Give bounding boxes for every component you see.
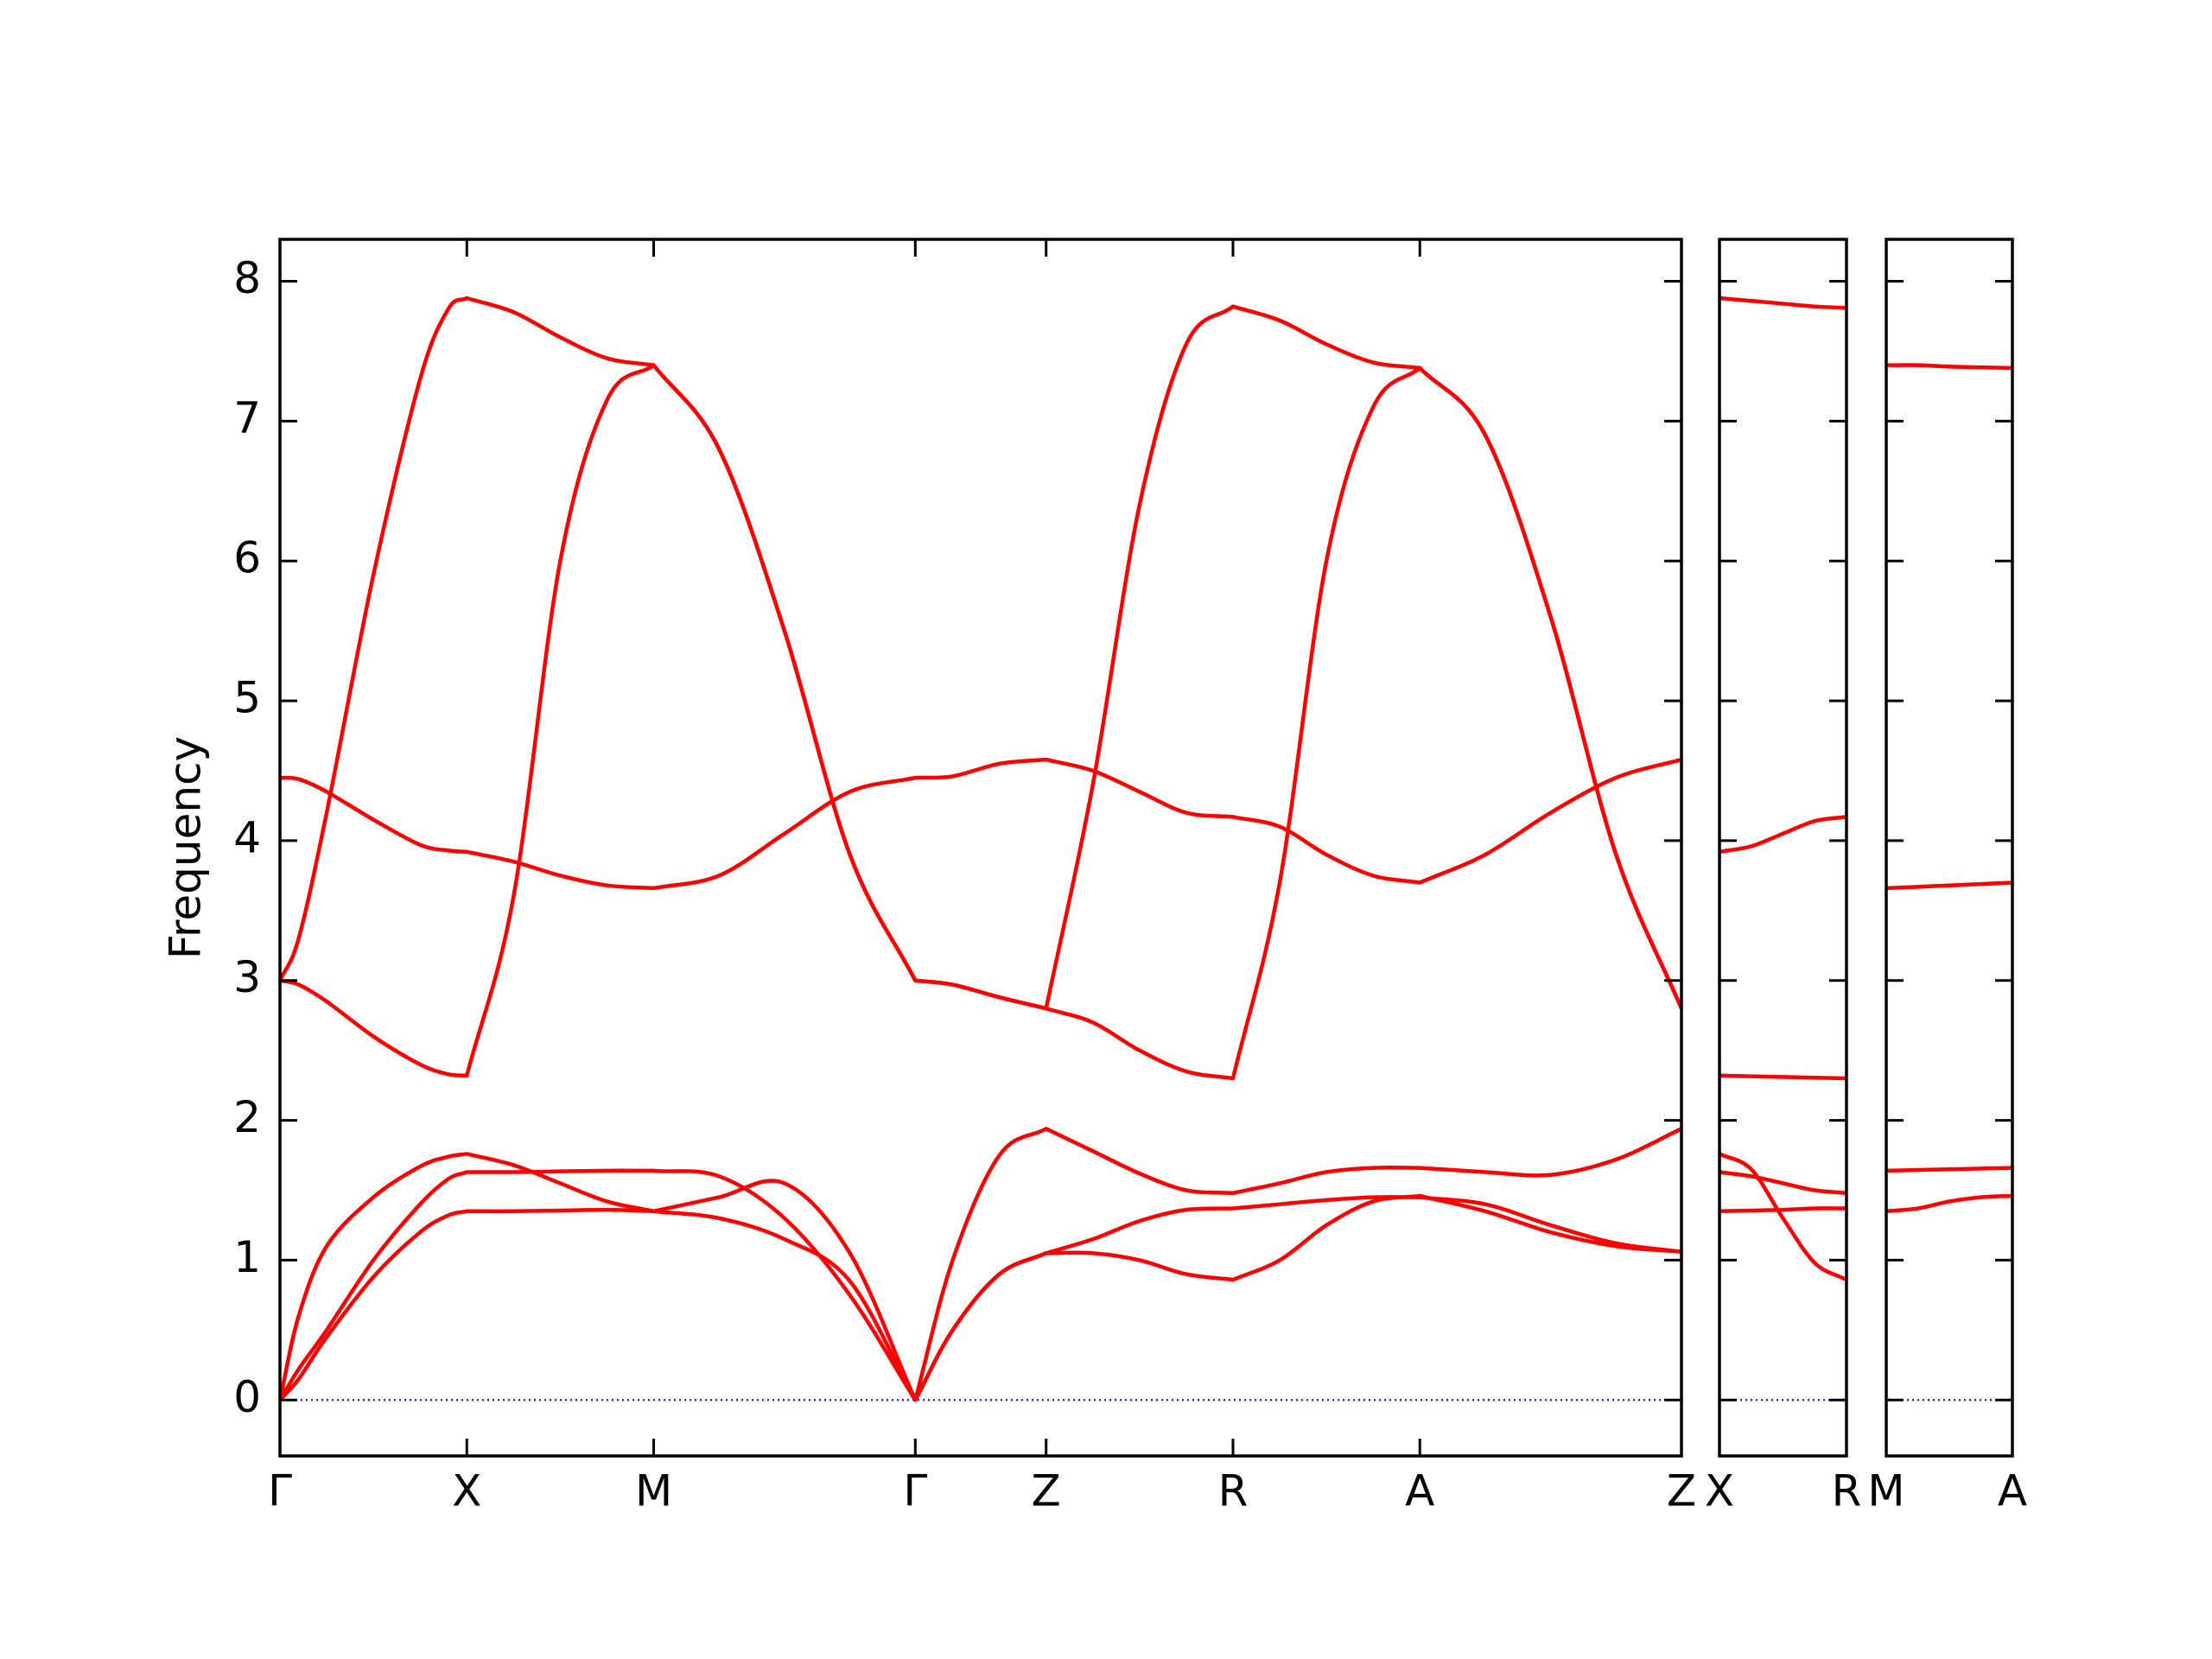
y-tick-label: 4 — [233, 812, 261, 862]
band-line — [1885, 1166, 2013, 1173]
band-line — [277, 1127, 1682, 1402]
y-tick-label: 3 — [233, 952, 261, 1002]
plot-frame — [1718, 238, 1848, 1458]
band-line — [279, 363, 1684, 1081]
x-tick-label: Z — [1667, 1466, 1696, 1516]
x-tick-label: M — [1867, 1466, 1904, 1516]
band-line — [1885, 1193, 2013, 1214]
y-tick-label: 2 — [233, 1092, 261, 1142]
x-tick-label: M — [635, 1466, 672, 1516]
band-line — [279, 757, 1682, 891]
band-line — [1719, 815, 1847, 855]
band-line — [1719, 1152, 1848, 1282]
band-line — [1719, 1206, 1847, 1214]
y-axis-label: Frequency — [161, 736, 211, 959]
y-tick-label: 0 — [233, 1372, 261, 1422]
y-tick-label: 5 — [233, 673, 261, 723]
y-tick-label: 1 — [233, 1232, 261, 1282]
band-line — [1885, 363, 2013, 371]
y-tick-label: 6 — [233, 533, 261, 583]
band-line — [1719, 296, 1847, 310]
x-tick-label: X — [452, 1466, 481, 1516]
x-tick-label: R — [1218, 1466, 1249, 1516]
y-tick-label: 8 — [233, 253, 261, 303]
x-tick-label: Γ — [903, 1466, 927, 1516]
plot-frame — [278, 238, 1683, 1458]
band-line — [1719, 1073, 1847, 1081]
x-tick-label: R — [1832, 1466, 1862, 1516]
x-tick-label: X — [1705, 1466, 1734, 1516]
x-tick-label: A — [1998, 1466, 2027, 1516]
band-line — [278, 1195, 1682, 1402]
x-tick-label: Z — [1032, 1466, 1061, 1516]
band-line — [1719, 1170, 1847, 1195]
y-tick-label: 7 — [233, 393, 261, 443]
x-tick-label: Γ — [268, 1466, 292, 1516]
x-tick-label: A — [1405, 1466, 1434, 1516]
band-line — [1885, 880, 2013, 891]
plot-frame — [1885, 238, 2014, 1458]
